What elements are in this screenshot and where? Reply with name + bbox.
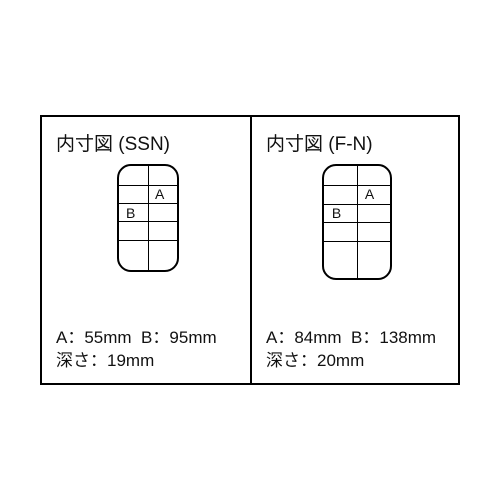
depth-value: 20: [317, 351, 336, 370]
shape-label-b: B: [332, 206, 341, 220]
dim-a-prefix: A：: [56, 328, 84, 347]
diagram-card: 内寸図 (SSN) AB A：55mm B：95mm 深さ：19mm 内寸図 (…: [40, 115, 460, 385]
dim-b-value: 138: [379, 328, 407, 347]
dim-b-unit: mm: [188, 328, 216, 347]
depth-value: 19: [107, 351, 126, 370]
shape-hline: [324, 185, 390, 186]
panel-title: 内寸図 (SSN): [56, 129, 240, 156]
shape-hline: [119, 240, 177, 241]
depth-sep: ：: [90, 351, 107, 370]
shape-label-a: A: [155, 187, 164, 201]
dim-b-prefix: B：: [351, 328, 379, 347]
depth-label: 深さ: [266, 351, 300, 370]
dim-b-prefix: B：: [141, 328, 169, 347]
depth-unit: mm: [336, 351, 364, 370]
dim-a-value: 84: [294, 328, 313, 347]
shape-hline: [324, 222, 390, 223]
shape-hline: [119, 221, 177, 222]
panel-title: 内寸図 (F-N): [266, 129, 448, 156]
depth-label: 深さ: [56, 351, 90, 370]
dim-a-unit: mm: [103, 328, 131, 347]
depth-unit: mm: [126, 351, 154, 370]
shape-label-a: A: [365, 187, 374, 201]
stage: 内寸図 (SSN) AB A：55mm B：95mm 深さ：19mm 内寸図 (…: [0, 0, 500, 500]
dimension-shape-ssn: AB: [117, 164, 179, 272]
shape-label-b: B: [126, 206, 135, 220]
shape-wrap: AB: [56, 162, 240, 327]
dim-b-unit: mm: [408, 328, 436, 347]
dimensions-text: A：55mm B：95mm 深さ：19mm: [56, 327, 240, 373]
dimensions-text: A：84mm B：138mm 深さ：20mm: [266, 327, 448, 373]
panel-ssn: 内寸図 (SSN) AB A：55mm B：95mm 深さ：19mm: [42, 117, 250, 383]
dim-a-unit: mm: [313, 328, 341, 347]
dim-a-value: 55: [84, 328, 103, 347]
shape-hline: [119, 185, 177, 186]
panel-fn: 内寸図 (F-N) AB A：84mm B：138mm 深さ：20mm: [250, 117, 458, 383]
dim-b-value: 95: [169, 328, 188, 347]
shape-vline: [148, 166, 149, 270]
dim-a-prefix: A：: [266, 328, 294, 347]
depth-sep: ：: [300, 351, 317, 370]
dimension-shape-fn: AB: [322, 164, 392, 280]
shape-hline: [324, 241, 390, 242]
shape-wrap: AB: [266, 162, 448, 327]
